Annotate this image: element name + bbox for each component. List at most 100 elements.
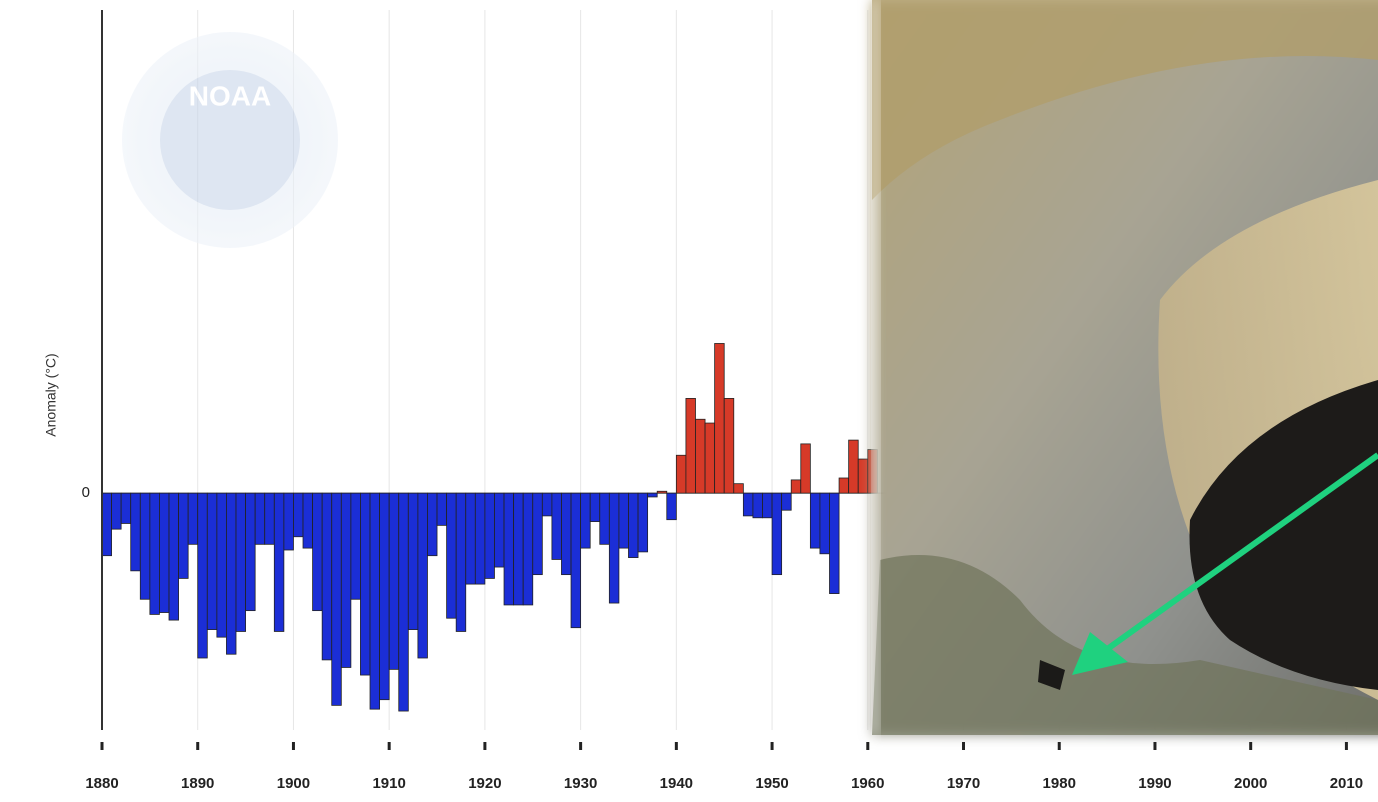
x-tick-label: 1970	[947, 775, 980, 792]
bar	[102, 493, 112, 556]
bar	[753, 493, 763, 518]
bar	[198, 493, 208, 658]
bar	[724, 398, 734, 493]
bar	[619, 493, 629, 548]
bar	[839, 478, 849, 493]
bar	[303, 493, 313, 548]
bar	[667, 493, 677, 520]
y-axis-label: Anomaly (°C)	[43, 353, 59, 436]
bar	[581, 493, 591, 548]
bar	[485, 493, 495, 578]
bar	[695, 419, 705, 493]
bar	[265, 493, 275, 544]
bar	[734, 484, 744, 493]
bar	[638, 493, 648, 552]
x-tick-label: 1880	[85, 775, 118, 792]
bar	[830, 493, 840, 593]
bar	[514, 493, 524, 605]
bars	[102, 343, 877, 711]
x-tick-label: 2000	[1234, 775, 1267, 792]
x-tick-label: 1930	[564, 775, 597, 792]
bar	[408, 493, 418, 629]
bar	[715, 343, 725, 493]
x-tick-label: 1920	[468, 775, 501, 792]
bar	[657, 491, 667, 493]
bar	[609, 493, 619, 603]
bar	[705, 423, 715, 493]
bar	[399, 493, 409, 711]
bar	[475, 493, 485, 584]
x-tick-label: 1900	[277, 775, 310, 792]
bar	[782, 493, 792, 510]
bar	[360, 493, 370, 675]
bar	[466, 493, 476, 584]
bar	[801, 444, 811, 493]
x-tick-label: 1960	[851, 775, 884, 792]
bar	[140, 493, 150, 599]
bar	[341, 493, 351, 667]
x-tick-label: 1950	[755, 775, 788, 792]
bar	[112, 493, 122, 529]
bar	[274, 493, 284, 631]
x-tick-label: 1990	[1138, 775, 1171, 792]
bar	[380, 493, 390, 700]
bar	[686, 398, 696, 493]
bar	[313, 493, 323, 610]
page: {"chart_data": {"type": "bar", "y_label"…	[0, 0, 1378, 802]
bar	[849, 440, 859, 493]
photo	[872, 0, 1378, 735]
bar	[542, 493, 552, 516]
x-tick-label: 1890	[181, 775, 214, 792]
x-tick-label: 1910	[372, 775, 405, 792]
bar	[179, 493, 189, 578]
bar	[447, 493, 457, 618]
y-tick-label: 0	[82, 484, 90, 501]
bar	[743, 493, 753, 516]
bar	[255, 493, 265, 544]
bar	[810, 493, 820, 548]
watermark: NOAA	[189, 80, 271, 111]
bar	[389, 493, 399, 669]
noaa-logo: NOAA	[122, 32, 338, 248]
bar	[762, 493, 772, 518]
bar	[628, 493, 638, 557]
bar	[456, 493, 466, 631]
bar	[351, 493, 361, 599]
bar	[600, 493, 610, 544]
bar	[676, 455, 686, 493]
bar	[494, 493, 504, 567]
bar	[226, 493, 236, 654]
bar	[150, 493, 160, 614]
chart: NOAA Anomaly (°C) 1880 1890 1900 1910 1920 19…	[0, 0, 1378, 802]
bar	[858, 459, 868, 493]
bar	[284, 493, 294, 550]
bar	[188, 493, 198, 544]
bar	[571, 493, 581, 628]
bar	[207, 493, 217, 629]
bar	[533, 493, 543, 574]
bar	[236, 493, 246, 631]
bar	[820, 493, 830, 554]
bar	[293, 493, 303, 537]
bar	[159, 493, 169, 612]
bar	[504, 493, 514, 605]
bar	[427, 493, 437, 556]
bar	[561, 493, 571, 574]
bar	[437, 493, 447, 525]
bar	[772, 493, 782, 574]
bar	[418, 493, 428, 658]
bar	[648, 493, 658, 497]
bar	[169, 493, 179, 620]
x-tick-label: 1940	[660, 775, 693, 792]
bar	[523, 493, 533, 605]
bar	[370, 493, 380, 709]
bar	[217, 493, 227, 637]
bar	[332, 493, 342, 705]
x-tick-label: 1980	[1043, 775, 1076, 792]
bar	[246, 493, 256, 610]
bar	[121, 493, 131, 523]
bar	[131, 493, 141, 571]
bar	[590, 493, 600, 521]
bar	[322, 493, 332, 660]
bar	[791, 480, 801, 493]
